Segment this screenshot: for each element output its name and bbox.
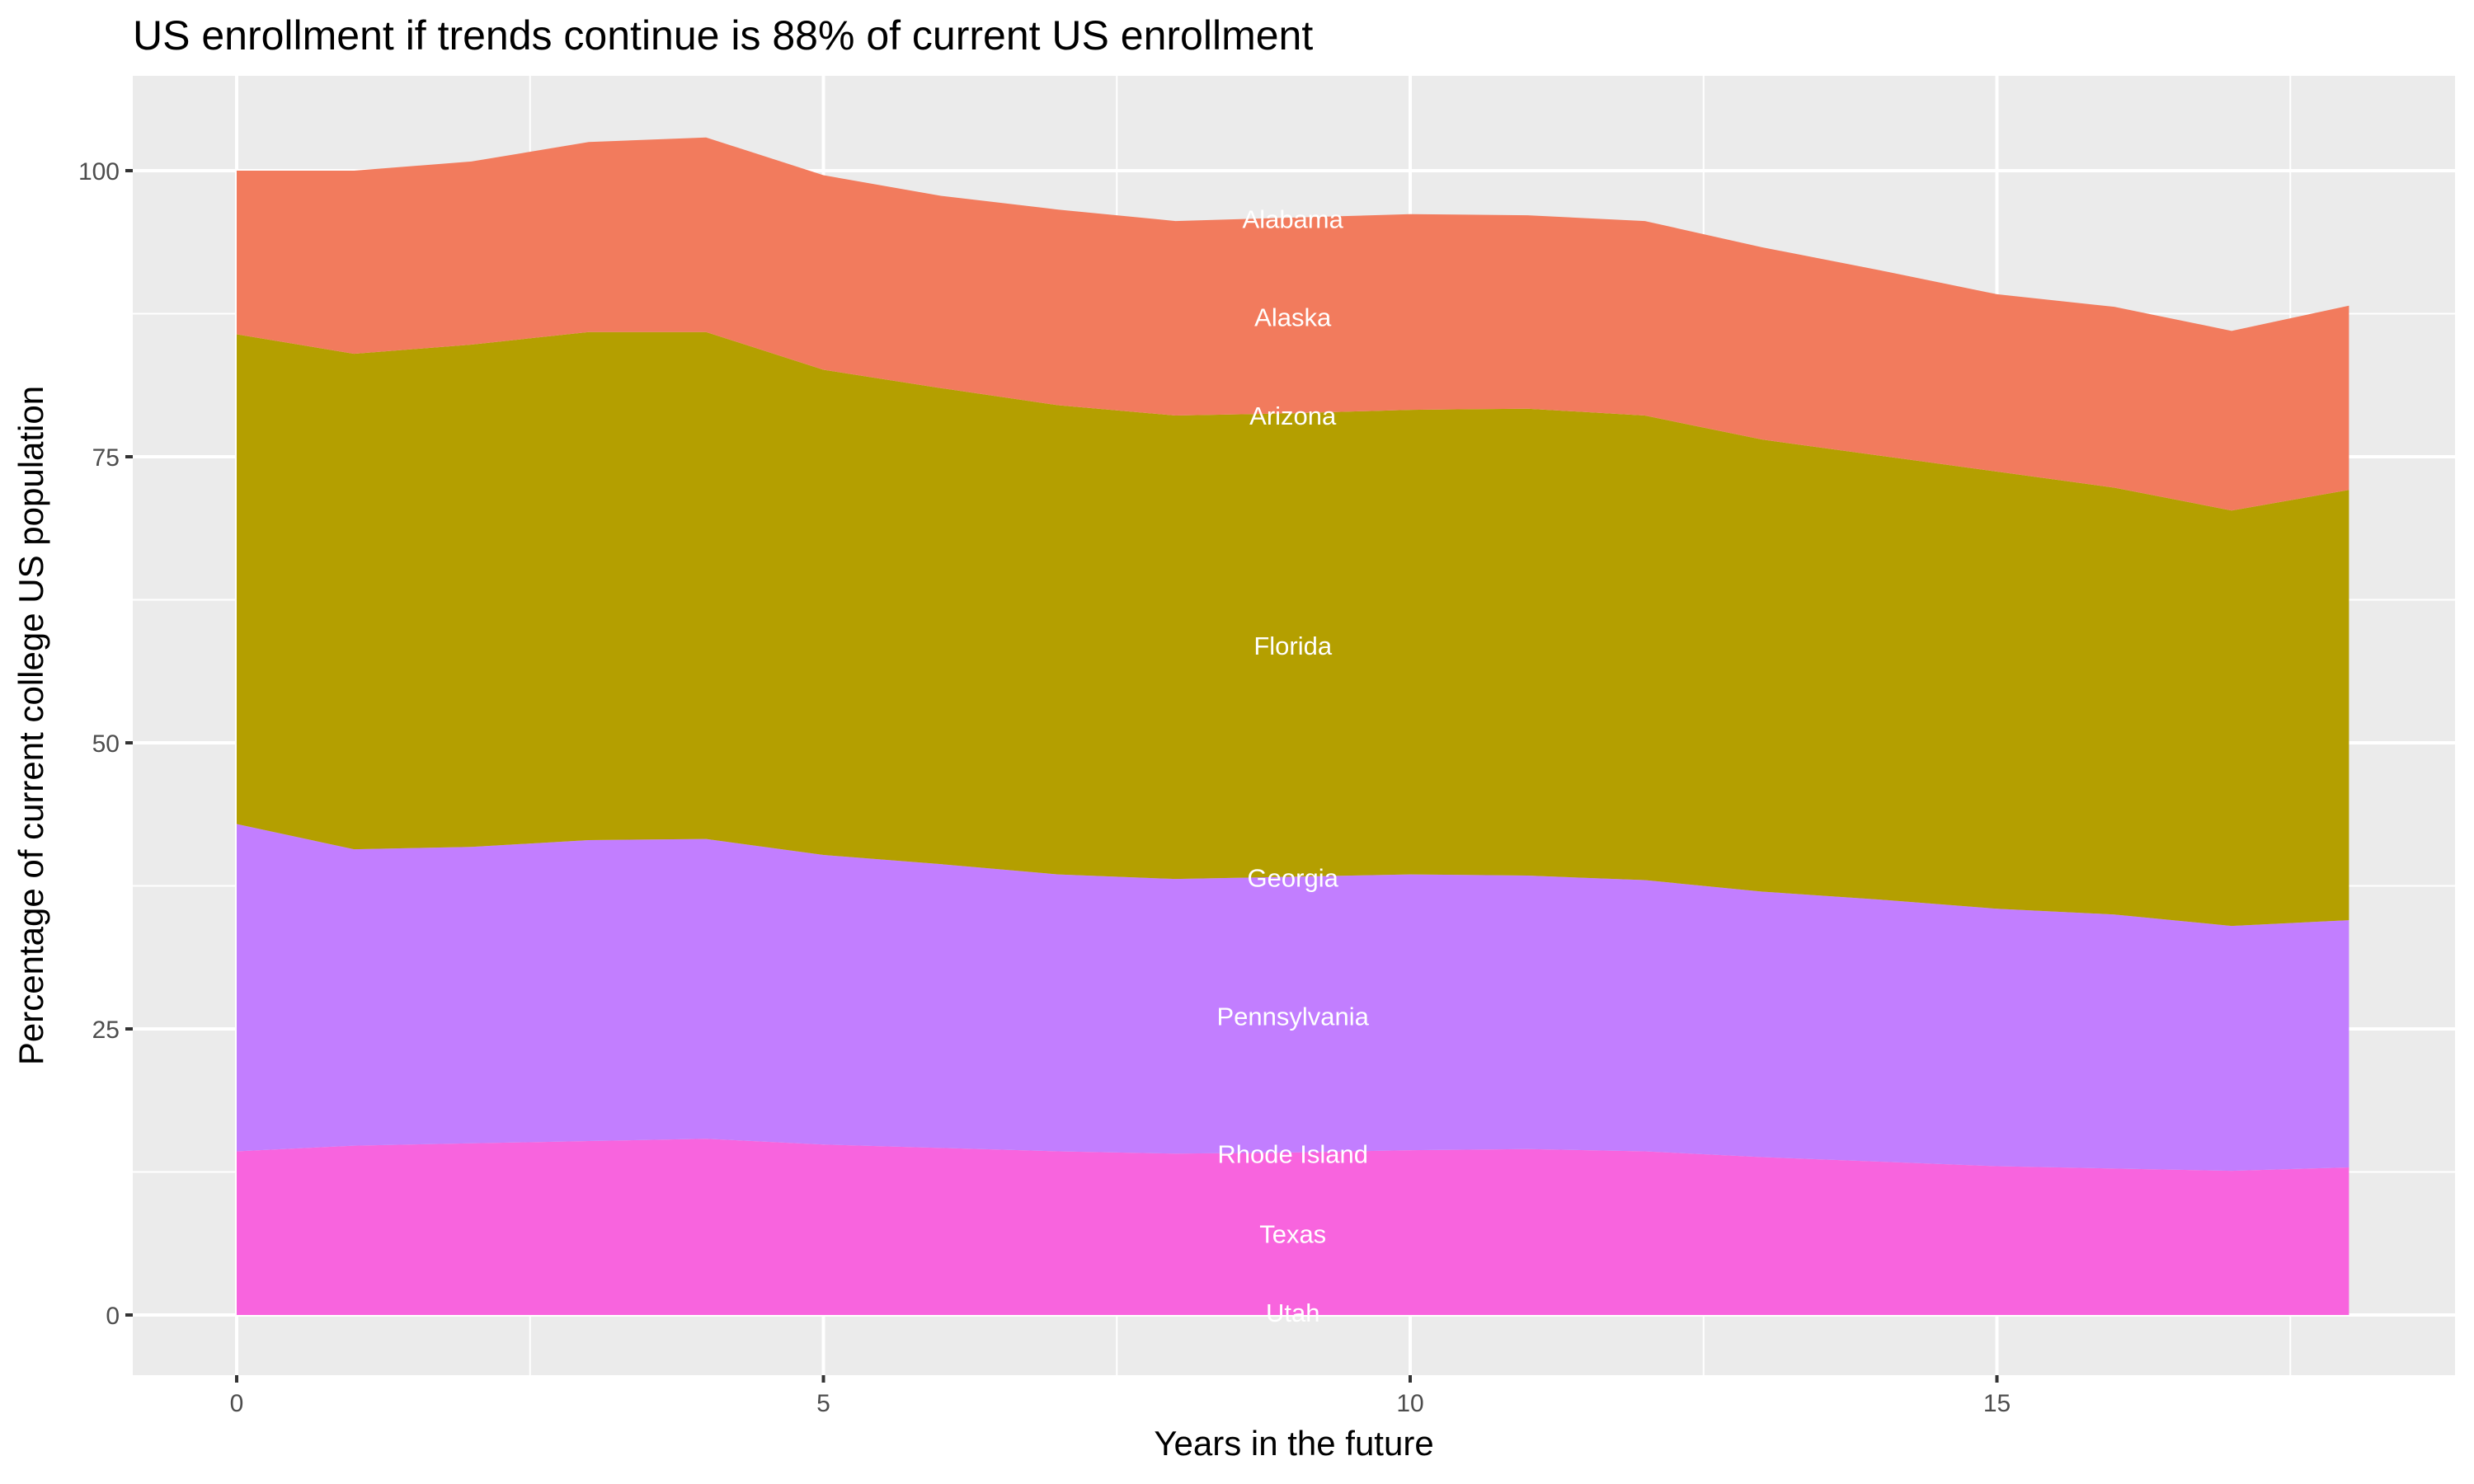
y-tick-label: 75	[92, 444, 120, 472]
y-axis-title: Percentage of current college US populat…	[12, 386, 50, 1065]
area-layer-3	[237, 331, 2349, 927]
area-layers	[237, 137, 2349, 1315]
area-label-alaska: Alaska	[1254, 303, 1332, 332]
area-layer-2	[237, 824, 2349, 1172]
area-label-florida: Florida	[1253, 632, 1333, 660]
x-tick-label: 0	[230, 1390, 244, 1417]
y-tick-label: 50	[92, 730, 120, 758]
x-axis-ticks: 0 5 10 15	[230, 1375, 2011, 1417]
area-label-utah: Utah	[1266, 1298, 1319, 1327]
y-tick-label: 0	[106, 1303, 120, 1330]
x-axis-title: Years in the future	[1154, 1424, 1433, 1463]
area-layer-4	[237, 137, 2349, 511]
y-tick-label: 25	[92, 1017, 120, 1044]
x-tick-label: 5	[816, 1390, 830, 1417]
y-axis-ticks: 0 25 50 75 100	[78, 158, 133, 1330]
y-tick-label: 100	[78, 158, 120, 186]
x-tick-label: 15	[1983, 1390, 2011, 1417]
area-label-texas: Texas	[1259, 1219, 1326, 1248]
area-label-georgia: Georgia	[1248, 864, 1339, 893]
x-tick-label: 10	[1396, 1390, 1423, 1417]
chart-title: US enrollment if trends continue is 88% …	[133, 12, 1313, 59]
area-label-arizona: Arizona	[1249, 402, 1337, 430]
area-label-alabama: Alabama	[1243, 204, 1344, 233]
area-layer-1	[237, 1139, 2349, 1315]
area-label-pennsylvania: Pennsylvania	[1216, 1003, 1369, 1031]
area-labels: Alabama Alaska Arizona Florida Georgia Pennsy…	[1216, 204, 1369, 1327]
area-label-rhode-island: Rhode Island	[1217, 1139, 1368, 1168]
